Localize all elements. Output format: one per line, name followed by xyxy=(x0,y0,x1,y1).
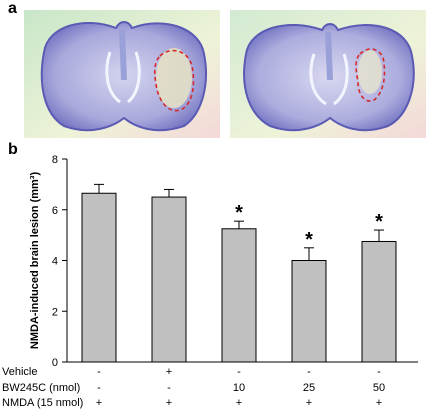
treatment-value: 10 xyxy=(233,382,245,394)
treatment-value: - xyxy=(97,366,101,378)
bar-chart: 0 2 4 6 8 NMDA-induced brain lesion (mm³) * * * V… xyxy=(2,154,418,409)
treatment-value: - xyxy=(307,366,311,378)
bar xyxy=(151,196,187,363)
significance-marker: * xyxy=(375,211,383,233)
treatment-value: 25 xyxy=(303,382,315,394)
lesion-outline xyxy=(355,48,386,102)
y-tick-label: 6 xyxy=(52,205,58,217)
significance-marker: * xyxy=(235,202,243,224)
y-tick-label: 8 xyxy=(52,154,58,166)
treatment-row-label: NMDA (15 nmol) xyxy=(2,397,83,409)
bar xyxy=(361,240,397,363)
lesion-outline xyxy=(154,49,195,112)
treatment-value: - xyxy=(167,382,171,394)
brain-section-image-left xyxy=(24,10,220,138)
treatment-value: + xyxy=(306,397,312,409)
bar xyxy=(221,228,257,363)
treatment-value: 50 xyxy=(373,382,385,394)
treatment-value: - xyxy=(377,366,381,378)
treatment-value: + xyxy=(376,397,382,409)
treatment-value: - xyxy=(237,366,241,378)
y-axis-label: NMDA-induced brain lesion (mm³) xyxy=(29,172,41,350)
treatment-row-label: BW245C (nmol) xyxy=(2,382,80,394)
treatment-row-label: Vehicle xyxy=(2,366,37,378)
treatment-value: - xyxy=(97,382,101,394)
bar xyxy=(291,260,327,363)
significance-marker: * xyxy=(305,229,313,251)
brain-section-image-right xyxy=(230,10,426,138)
y-tick-label: 2 xyxy=(52,306,58,318)
treatment-value: + xyxy=(166,366,172,378)
panel-label-a: a xyxy=(8,0,17,17)
bar xyxy=(81,192,117,363)
treatment-value: + xyxy=(166,397,172,409)
y-tick-label: 4 xyxy=(52,256,58,268)
y-tick-label: 0 xyxy=(52,357,58,369)
treatment-value: + xyxy=(236,397,242,409)
panel-label-b: b xyxy=(8,141,18,158)
treatment-value: + xyxy=(96,397,102,409)
